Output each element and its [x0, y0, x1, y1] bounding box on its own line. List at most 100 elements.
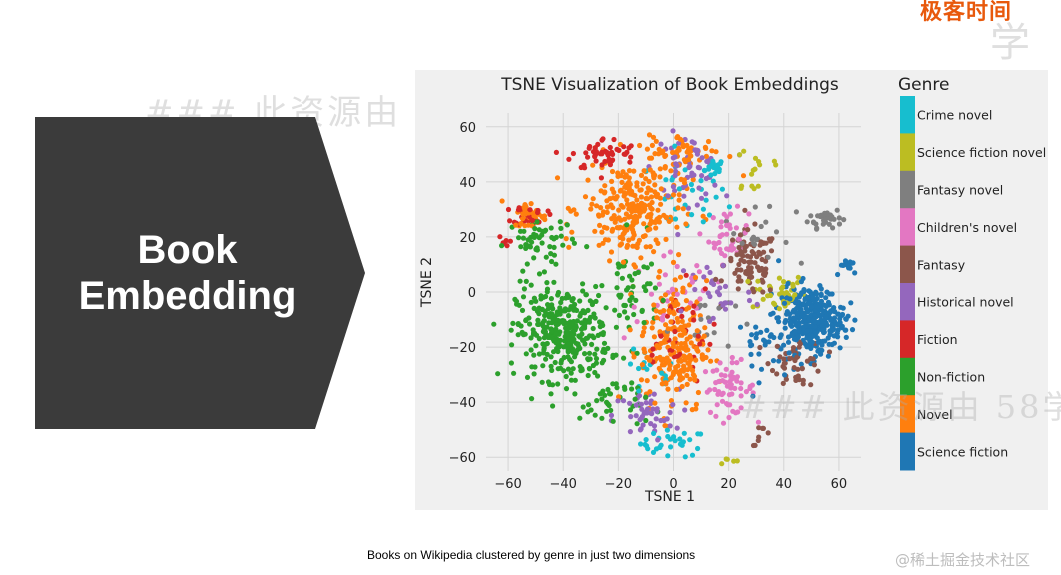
data-point [777, 354, 783, 360]
data-point [706, 166, 712, 172]
data-point [689, 279, 695, 285]
data-point [771, 158, 777, 164]
data-point [578, 310, 584, 317]
data-point [690, 309, 696, 316]
data-point [663, 177, 669, 183]
data-point [691, 303, 697, 309]
data-point [697, 296, 703, 302]
data-point [689, 452, 696, 458]
data-point [796, 322, 802, 328]
data-point [716, 305, 722, 311]
data-point [517, 228, 524, 234]
data-point [615, 398, 621, 404]
data-point [627, 429, 633, 435]
data-point [755, 264, 761, 270]
data-point [563, 325, 569, 331]
data-point [754, 301, 760, 307]
data-point [770, 358, 777, 364]
data-point [716, 239, 722, 246]
data-point [634, 319, 640, 325]
data-point [640, 233, 646, 240]
data-point [745, 278, 751, 284]
data-point [577, 345, 583, 351]
data-point [829, 322, 835, 328]
data-point [796, 328, 802, 334]
data-point [808, 213, 814, 219]
data-point [608, 249, 615, 255]
data-point [656, 214, 663, 220]
data-point [558, 360, 564, 366]
data-point [664, 416, 670, 422]
data-point [514, 301, 520, 307]
data-point [706, 212, 713, 218]
data-point [593, 158, 599, 164]
data-point [735, 278, 741, 284]
data-point [554, 175, 561, 181]
data-point [684, 381, 690, 387]
data-point [776, 258, 782, 264]
data-point [667, 249, 673, 255]
data-point [670, 184, 676, 190]
data-point [679, 313, 685, 319]
data-point [638, 200, 644, 206]
data-point [573, 211, 579, 217]
data-point [588, 407, 594, 413]
data-point [597, 319, 603, 325]
data-point [660, 148, 666, 154]
data-point [574, 318, 580, 324]
data-point [606, 402, 612, 408]
legend-swatch [900, 208, 915, 247]
data-point [766, 236, 772, 242]
data-point [753, 324, 759, 330]
data-point [638, 255, 644, 261]
data-point [687, 163, 693, 169]
data-point [528, 335, 534, 341]
data-point [609, 168, 616, 175]
data-point [651, 423, 658, 429]
data-point [688, 340, 694, 346]
data-point [562, 338, 568, 344]
data-point [723, 366, 729, 372]
data-point [683, 298, 689, 304]
data-point [739, 183, 745, 189]
data-point [694, 151, 700, 157]
data-point [768, 248, 775, 254]
data-point [734, 458, 740, 464]
data-point [805, 294, 811, 301]
data-point [594, 346, 600, 352]
data-point [622, 216, 628, 222]
data-point [684, 372, 690, 379]
legend-colorbar: Crime novel Science fiction novel Fantasy … [900, 96, 1046, 471]
data-point [726, 392, 732, 398]
data-point [804, 328, 810, 334]
data-point [635, 269, 641, 275]
data-point [583, 150, 589, 156]
data-point [620, 236, 626, 242]
data-point [616, 207, 622, 213]
data-point [707, 318, 713, 324]
data-point [780, 284, 786, 290]
data-point [847, 259, 853, 265]
data-point [647, 155, 653, 161]
data-point [678, 176, 684, 182]
data-point [735, 286, 741, 292]
data-point [666, 366, 672, 372]
data-point [685, 147, 692, 153]
data-point [680, 268, 687, 274]
data-point [842, 327, 848, 333]
data-point [758, 366, 765, 372]
data-point [724, 231, 730, 237]
data-point [696, 185, 702, 191]
data-point [606, 158, 612, 164]
data-point [663, 322, 669, 328]
data-point [619, 275, 625, 281]
data-point [527, 214, 533, 220]
data-point [515, 321, 521, 327]
data-point [611, 136, 617, 143]
data-point [672, 154, 678, 160]
data-point [655, 207, 661, 213]
data-point [505, 206, 512, 213]
data-point [604, 150, 610, 156]
data-point [528, 201, 534, 207]
data-point [620, 259, 627, 265]
